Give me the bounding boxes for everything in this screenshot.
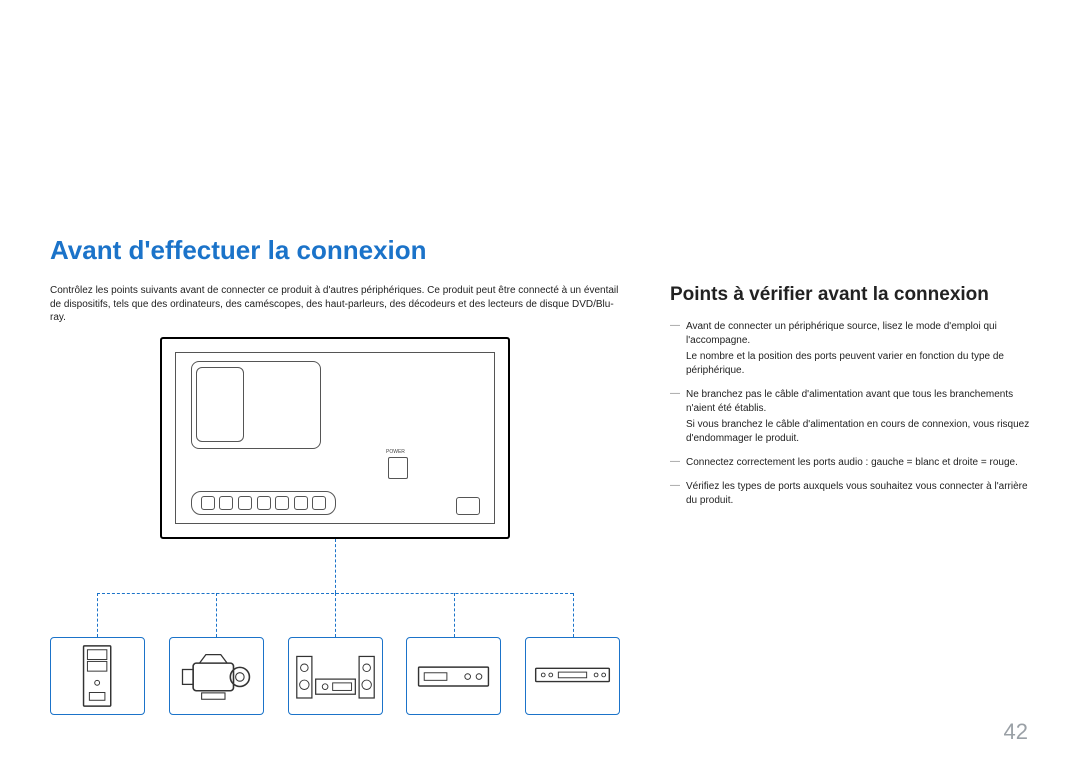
panel-slot-small: [196, 367, 244, 442]
settop-box-icon: [411, 652, 496, 699]
bullet-main: Connectez correctement les ports audio :…: [670, 456, 1030, 470]
device-settop: [406, 637, 501, 715]
connector-line: [97, 593, 98, 637]
display-rear-panel: POWER: [160, 337, 510, 539]
bullet-main: Vérifiez les types de ports auxquels vou…: [670, 480, 1030, 508]
connector-line: [573, 593, 574, 637]
port: [219, 496, 233, 510]
port: [238, 496, 252, 510]
bullet-item: Ne branchez pas le câble d'alimentation …: [670, 388, 1030, 446]
left-column: Contrôlez les points suivants avant de c…: [50, 284, 620, 717]
content-area: Avant d'effectuer la connexion Contrôlez…: [50, 235, 1030, 717]
dvd-player-icon: [530, 657, 615, 695]
port: [201, 496, 215, 510]
computer-tower-icon: [68, 642, 126, 710]
speaker-system-icon: [293, 647, 378, 704]
page-number: 42: [1004, 719, 1028, 745]
bullet-sub: Si vous branchez le câble d'alimentation…: [670, 418, 1030, 446]
bullet-item: Vérifiez les types de ports auxquels vou…: [670, 480, 1030, 508]
device-speakers: [288, 637, 383, 715]
intro-paragraph: Contrôlez les points suivants avant de c…: [50, 284, 620, 325]
device-dvd: [525, 637, 620, 715]
bullet-item: Avant de connecter un périphérique sourc…: [670, 320, 1030, 378]
connector-line: [335, 593, 336, 637]
camcorder-icon: [174, 644, 259, 708]
ports-row: [191, 491, 336, 515]
bullet-sub: Le nombre et la position des ports peuve…: [670, 350, 1030, 378]
section-subtitle: Points à vérifier avant la connexion: [670, 284, 1030, 306]
device-camcorder: [169, 637, 264, 715]
port: [275, 496, 289, 510]
right-column: Points à vérifier avant la connexion Ava…: [670, 284, 1030, 717]
device-row: [50, 637, 620, 715]
bullet-main: Ne branchez pas le câble d'alimentation …: [670, 388, 1030, 416]
connector-line: [454, 593, 455, 637]
connector-line: [216, 593, 217, 637]
bullet-main: Avant de connecter un périphérique sourc…: [670, 320, 1030, 348]
panel-inner-frame: POWER: [175, 352, 495, 524]
page-title: Avant d'effectuer la connexion: [50, 235, 1030, 266]
panel-foot: [456, 497, 480, 515]
port: [294, 496, 308, 510]
power-port: [388, 457, 408, 479]
bullet-item: Connectez correctement les ports audio :…: [670, 456, 1030, 470]
connection-diagram: POWER: [50, 337, 620, 717]
power-label: POWER: [386, 449, 405, 455]
port: [312, 496, 326, 510]
device-computer: [50, 637, 145, 715]
document-page: Avant d'effectuer la connexion Contrôlez…: [0, 0, 1080, 763]
two-column-layout: Contrôlez les points suivants avant de c…: [50, 284, 1030, 717]
connector-line: [335, 539, 336, 593]
port: [257, 496, 271, 510]
